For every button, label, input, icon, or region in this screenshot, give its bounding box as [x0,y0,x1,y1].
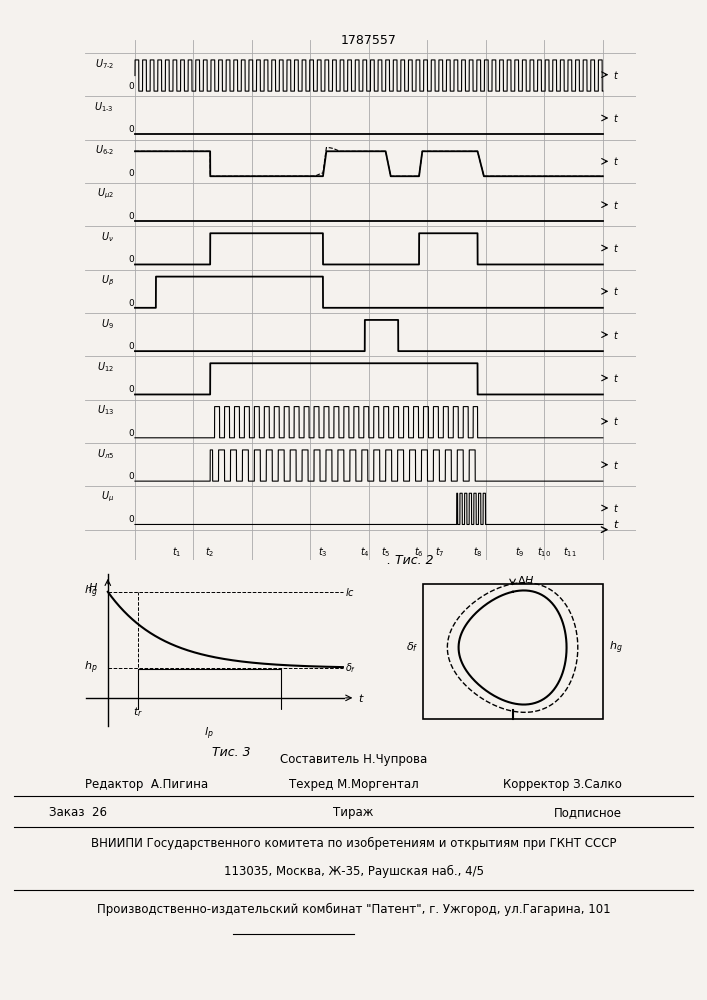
Text: $t$: $t$ [614,112,619,124]
Text: . Τис. 2: . Τис. 2 [387,554,434,566]
Text: 1787557: 1787557 [341,33,397,46]
Text: $\delta_f$: $\delta_f$ [345,661,356,675]
Text: 0: 0 [128,385,134,394]
Text: $h_p$: $h_p$ [84,660,98,676]
Text: $l_p$: $l_p$ [204,725,214,742]
Text: $U_\mu$: $U_\mu$ [101,490,114,504]
Text: $\Delta H$: $\Delta H$ [517,574,534,586]
Text: $t$: $t$ [614,329,619,341]
Text: Τис. 3: Τис. 3 [212,746,251,759]
Text: $t_r$: $t_r$ [132,705,143,719]
Text: 0: 0 [128,212,134,221]
Text: 0: 0 [128,169,134,178]
Text: $t$: $t$ [614,459,619,471]
Text: $U_{7\text{-}2}$: $U_{7\text{-}2}$ [95,57,114,71]
Text: 0: 0 [128,125,134,134]
Text: 113035, Москва, Ж-35, Раушская наб., 4/5: 113035, Москва, Ж-35, Раушская наб., 4/5 [223,865,484,878]
Text: $h_g$: $h_g$ [609,639,623,656]
Text: 0: 0 [128,515,134,524]
Text: $t_6$: $t_6$ [414,545,424,559]
Text: $U_{13}$: $U_{13}$ [97,404,114,417]
Text: Корректор З.Салко: Корректор З.Салко [503,778,622,791]
Text: $t_9$: $t_9$ [515,545,524,559]
Text: $t_7$: $t_7$ [436,545,445,559]
Text: $t_5$: $t_5$ [381,545,390,559]
Text: Техред М.Моргентал: Техред М.Моргентал [288,778,419,791]
Text: $t$: $t$ [614,285,619,297]
Text: $U_{1\text{-}3}$: $U_{1\text{-}3}$ [94,100,114,114]
Text: $t_1$: $t_1$ [172,545,182,559]
Text: $t_{10}$: $t_{10}$ [537,545,551,559]
Text: 0: 0 [128,255,134,264]
Text: $t$: $t$ [614,155,619,167]
Text: Производственно-издательский комбинат "Патент", г. Ужгород, ул.Гагарина, 101: Производственно-издательский комбинат "П… [97,903,610,916]
Text: $U_{6\text{-}2}$: $U_{6\text{-}2}$ [95,144,114,157]
Text: Составитель Н.Чупрова: Составитель Н.Чупрова [280,753,427,766]
Text: $U_9$: $U_9$ [101,317,114,331]
Text: Заказ  26: Заказ 26 [49,806,107,819]
Text: $t_2$: $t_2$ [206,545,215,559]
Text: Редактор  А.Пигина: Редактор А.Пигина [85,778,208,791]
Text: $h_g$: $h_g$ [84,584,98,600]
Text: $t$: $t$ [614,372,619,384]
Text: $U_{\mu 2}$: $U_{\mu 2}$ [97,187,114,201]
Text: $U_\beta$: $U_\beta$ [101,273,114,288]
Text: $t$: $t$ [614,502,619,514]
Text: $t$: $t$ [614,199,619,211]
Text: 0: 0 [128,82,134,91]
Text: $U_\nu$: $U_\nu$ [101,230,114,244]
Text: $t_{11}$: $t_{11}$ [563,545,576,559]
Text: 0: 0 [128,429,134,438]
Text: Подписное: Подписное [554,806,622,819]
Text: $t_3$: $t_3$ [318,545,328,559]
Text: 0: 0 [128,472,134,481]
Text: ВНИИПИ Государственного комитета по изобретениям и открытиям при ГКНТ СССР: ВНИИПИ Государственного комитета по изоб… [90,837,617,850]
Text: $t$: $t$ [614,518,620,530]
Text: 0: 0 [128,299,134,308]
Text: $t$: $t$ [614,69,619,81]
Text: $U_{12}$: $U_{12}$ [97,360,114,374]
Text: $H$: $H$ [88,581,98,593]
Text: $t_8$: $t_8$ [473,545,482,559]
Text: $t_4$: $t_4$ [360,545,370,559]
Text: $lc$: $lc$ [345,586,356,598]
Text: $t$: $t$ [614,242,619,254]
Text: Тираж: Тираж [333,806,374,819]
Text: 0: 0 [128,342,134,351]
Text: $t$: $t$ [614,415,619,427]
Text: $t$: $t$ [358,692,364,704]
Text: $\delta_f$: $\delta_f$ [406,641,418,654]
Text: $U_{л5}$: $U_{л5}$ [97,447,114,461]
